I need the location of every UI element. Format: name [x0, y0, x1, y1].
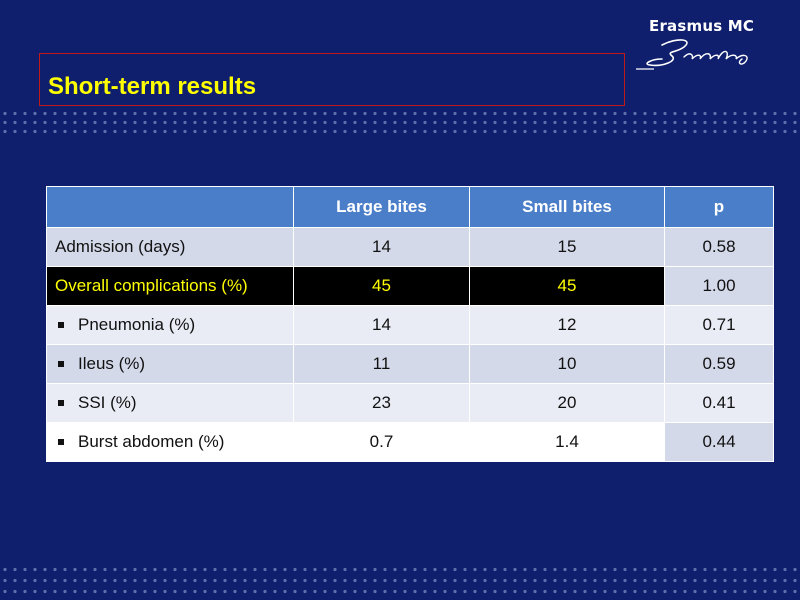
header-large-bites: Large bites — [293, 186, 470, 228]
p-value: 1.00 — [664, 266, 774, 306]
dot-band-bottom-1 — [0, 567, 800, 572]
dot-band-top-2 — [0, 120, 800, 125]
header-small-bites: Small bites — [469, 186, 665, 228]
small-bites-value: 45 — [469, 266, 665, 306]
results-table: Large bites Small bites p Admission (day… — [46, 186, 774, 462]
table-row-highlighted: Overall complications (%) 45 45 1.00 — [46, 266, 774, 306]
small-bites-value: 1.4 — [469, 422, 665, 462]
row-label-cell: Pneumonia (%) — [46, 305, 294, 345]
logo-text: Erasmus MC — [649, 17, 755, 35]
bullet-icon — [58, 321, 64, 328]
large-bites-value: 14 — [293, 305, 470, 345]
dot-band-top-3 — [0, 129, 800, 134]
bullet-icon — [58, 360, 64, 367]
large-bites-value: 45 — [293, 266, 470, 306]
signature-logo — [636, 39, 748, 70]
small-bites-value: 10 — [469, 344, 665, 384]
row-label-cell: Burst abdomen (%) — [46, 422, 294, 462]
dot-band-bottom-2 — [0, 578, 800, 583]
dot-band-top-1 — [0, 111, 800, 116]
large-bites-value: 14 — [293, 227, 470, 267]
bullet-icon — [58, 438, 64, 445]
bullet-icon — [58, 399, 64, 406]
row-label-cell: Ileus (%) — [46, 344, 294, 384]
header-row: Large bites Small bites p — [46, 186, 774, 228]
table-row: Admission (days) 14 15 0.58 — [46, 227, 774, 267]
p-value: 0.59 — [664, 344, 774, 384]
dot-band-bottom-3 — [0, 589, 800, 594]
row-label: Ileus (%) — [78, 354, 146, 373]
small-bites-value: 20 — [469, 383, 665, 423]
table-row: Burst abdomen (%) 0.7 1.4 0.44 — [46, 422, 774, 462]
large-bites-value: 11 — [293, 344, 470, 384]
row-label-cell: SSI (%) — [46, 383, 294, 423]
row-label: Admission (days) — [46, 227, 294, 267]
table-row: SSI (%) 23 20 0.41 — [46, 383, 774, 423]
p-value: 0.44 — [664, 422, 774, 462]
header-empty — [46, 186, 294, 228]
large-bites-value: 23 — [293, 383, 470, 423]
table-row: Pneumonia (%) 14 12 0.71 — [46, 305, 774, 345]
p-value: 0.58 — [664, 227, 774, 267]
slide-title: Short-term results — [48, 73, 257, 100]
row-label: Overall complications (%) — [46, 266, 294, 306]
row-label: Burst abdomen (%) — [78, 432, 225, 451]
row-label: Pneumonia (%) — [78, 315, 196, 334]
large-bites-value: 0.7 — [293, 422, 470, 462]
p-value: 0.41 — [664, 383, 774, 423]
small-bites-value: 15 — [469, 227, 665, 267]
row-label: SSI (%) — [78, 393, 137, 412]
p-value: 0.71 — [664, 305, 774, 345]
table-row: Ileus (%) 11 10 0.59 — [46, 344, 774, 384]
small-bites-value: 12 — [469, 305, 665, 345]
header-p: p — [664, 186, 774, 228]
title-box — [39, 53, 625, 106]
